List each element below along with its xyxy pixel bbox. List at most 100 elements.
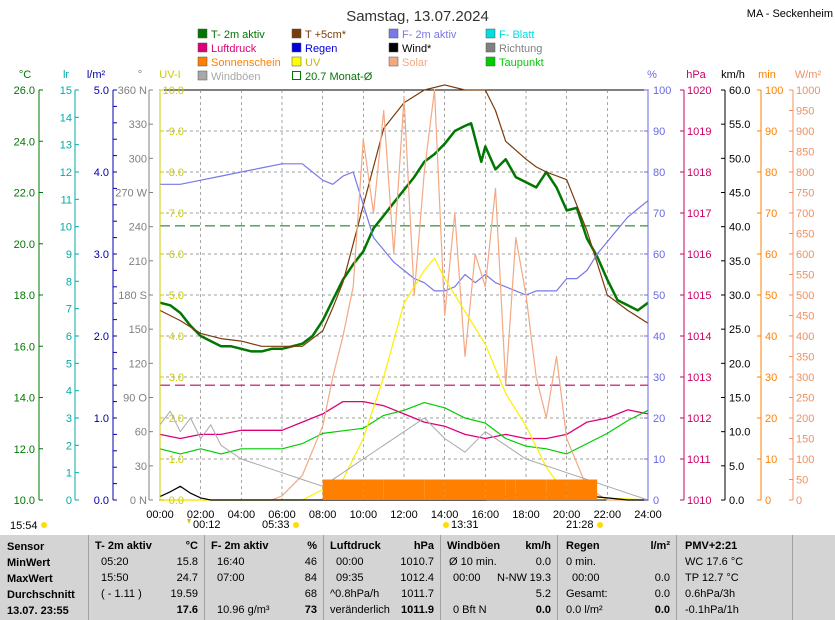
legend-label: Regen [305,43,337,55]
sunshine-bar [363,479,374,500]
axis-tick-label: 60 [653,249,665,261]
axis-tick-label: 10 [60,222,72,234]
moonrise-label: 00:12 [193,519,221,531]
stats-pressure-min-time: 00:00 [336,556,364,568]
stats-pressure-tendency: veränderlich [330,604,390,616]
axis-tick-label: 5.0 [94,85,109,97]
legend-label: T +5cm* [305,29,347,41]
axis-tick-label: 10.0 [14,495,35,507]
x-tick-label: 16:00 [472,509,500,521]
stats-f2m-current: 73 [304,604,317,616]
x-tick-label: 22:00 [594,509,622,521]
stats-gusts-bft: 0 Bft N [453,604,487,616]
sunshine-bar [373,479,384,500]
series-windb-en [159,410,649,501]
legend-label: Sonnenschein [211,57,281,69]
stats-gusts-unit: km/h [525,540,551,552]
stats-gusts-column: Windböen km/h Ø 10 min. 0.0 00:00 N-NW 1… [441,535,558,620]
legend-item: Richtung [485,42,542,55]
axis-tick-label: 35.0 [729,256,750,268]
axis-tick-label: 2.0 [94,331,109,343]
axis-tick-label: 1010 [687,495,711,507]
axis-tick-label: 5 [66,358,72,370]
axis-tick-label: 60.0 [729,85,750,97]
statistics-panel: Sensor MinWert MaxWert Durchschnitt 13.0… [0,535,835,620]
axis-header-dir: ° [138,69,142,81]
axis-tick-label: 14.0 [14,393,35,405]
stats-pmv-dewpoint: TP 12.7 °C [685,572,739,584]
axis-tick-label: 18.0 [14,290,35,302]
stats-gusts-avg-label: Ø 10 min. [449,556,497,568]
sunshine-bar [587,479,598,500]
axis-tick-label: 750 [796,188,814,200]
axis-tick-label: 30 [765,372,777,384]
legend-item: 20.7 Monat-Ø [292,71,373,83]
axis-tick-label: 80 [653,167,665,179]
stats-rain-duration: 0 min. [566,556,596,568]
legend-item: Sonnenschein [197,56,281,69]
series-f-2m-aktiv [160,163,649,296]
axis-tick-label: 120 [129,358,147,370]
legend-swatch [197,28,208,39]
stats-pressure-unit: hPa [413,540,434,552]
axis-tick-label: 22.0 [14,188,35,200]
stats-t2m-header: T- 2m aktiv [95,540,152,552]
legend-label: UV [305,57,321,69]
axis-tick-label: 100 [796,454,814,466]
axis-solar: 1000950900850800750700650600550500450400… [789,85,820,507]
axis-tick-label: 1.0 [169,454,184,466]
axis-tick-label: 800 [796,167,814,179]
axis-tick-label: 210 [129,256,147,268]
stats-rain-total: 0.0 [654,588,670,600]
axis-tick-label: 0 N [130,495,147,507]
axis-tick-label: 1019 [687,126,711,138]
legend-item: Windböen [197,70,261,83]
noon-sun-icon [443,522,449,528]
stats-t2m-column: T- 2m aktiv °C 05:20 15.8 15:50 24.7 ( -… [89,535,205,620]
legend-item: T +5cm* [291,28,347,41]
stats-t2m-current: 17.6 [176,604,198,616]
stats-rain-current: 0.0 [654,604,670,616]
axis-tick-label: 9.0 [169,126,184,138]
axis-header-wm2: W/m² [795,69,822,81]
stats-pmv-windchill: WC 17.6 °C [685,556,744,568]
axis-tick-label: 850 [796,147,814,159]
legend-swatch [291,56,302,67]
axis-tick-label: 0 [765,495,771,507]
legend-item: UV [291,56,321,69]
sunset-icon [597,522,603,528]
stats-pressure-max: 1012.4 [400,572,434,584]
legend-label: F- Blatt [499,29,534,41]
axis-tick-label: 14 [60,112,72,124]
station-name: MA - Seckenheim [747,8,833,20]
legend-swatch [291,42,302,53]
axis-tick-label: 1013 [687,372,711,384]
axis-tick-label: 50 [765,290,777,302]
axis-tick-label: 1000 [796,85,820,97]
reference-lines [160,225,648,386]
axis-tick-label: 30.0 [729,290,750,302]
sun-events: 15:54 00:12 05:33 13:31 21:28 [10,519,603,532]
sunshine-bar [505,479,516,500]
axis-tick-label: 450 [796,311,814,323]
legend-label: Richtung [499,43,542,55]
axis-tick-label: 9 [66,249,72,261]
axis-tick-label: 330 [129,119,147,131]
legend-swatch [388,42,399,53]
stats-gusts-header: Windböen [447,540,501,552]
axis-tick-label: 1011 [687,454,711,466]
stats-pmv-pressure-1h: -0.1hPa/1h [685,604,739,616]
axis-tick-label: 3.0 [94,249,109,261]
axis-tick-label: 250 [796,393,814,405]
axis-tick-label: 3 [66,413,72,425]
legend: T- 2m aktiv T +5cm* F- 2m aktiv F- Blatt Luf… [197,28,544,83]
legend-item: Luftdruck [197,42,257,55]
moonrise-marker-icon [187,519,191,524]
stats-pmv-pressure-3h: 0.6hPa/3h [685,588,736,600]
stats-f2m-abs: 10.96 g/m³ [217,604,270,616]
x-tick-label: 14:00 [431,509,459,521]
axis-wind-speed: 60.0 55.0 50.0 45.0 40.0 35.0 30.0 25.0 20.0 15.0… [721,85,750,507]
axis-tick-label: 100 [765,85,783,97]
stats-f2m-max-time: 07:00 [217,572,245,584]
series-sonnenschein [322,479,598,500]
